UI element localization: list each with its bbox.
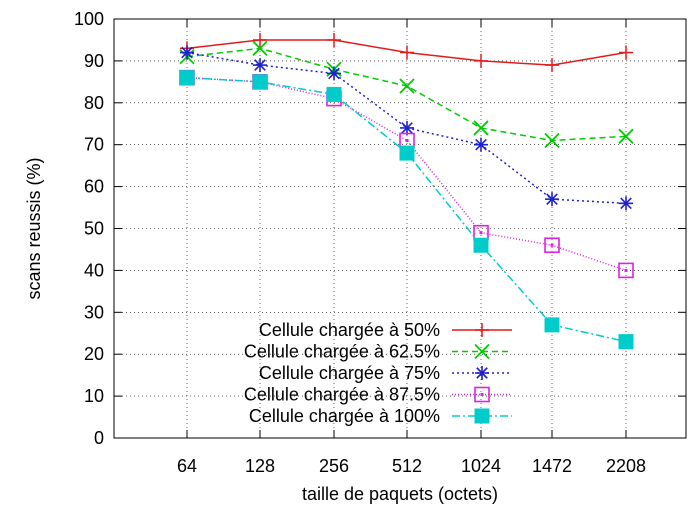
legend-entry: Cellule chargée à 100% bbox=[249, 406, 512, 426]
data-point bbox=[401, 122, 413, 134]
data-point bbox=[254, 59, 266, 71]
legend-label: Cellule chargée à 50% bbox=[259, 320, 440, 340]
x-tick-label: 512 bbox=[392, 456, 422, 476]
data-point bbox=[326, 86, 342, 102]
series-1 bbox=[180, 32, 633, 73]
data-point bbox=[328, 67, 340, 80]
series-4 bbox=[179, 69, 634, 279]
series-2 bbox=[179, 40, 634, 149]
data-point bbox=[252, 74, 268, 90]
y-axis-label: scans reussis (%) bbox=[24, 157, 44, 299]
data-point-center bbox=[550, 243, 554, 247]
series-line bbox=[186, 76, 627, 343]
data-point bbox=[181, 46, 193, 59]
y-tick-label: 80 bbox=[84, 93, 104, 113]
y-tick-label: 10 bbox=[84, 386, 104, 406]
data-point bbox=[474, 343, 490, 360]
grid bbox=[114, 19, 686, 438]
y-tick-label: 70 bbox=[84, 135, 104, 155]
legend-entry: Cellule chargée à 62.5% bbox=[244, 342, 512, 362]
x-tick-label: 64 bbox=[177, 456, 197, 476]
y-tick-label: 0 bbox=[94, 428, 104, 448]
x-tick-label: 2208 bbox=[606, 456, 646, 476]
data-point-center bbox=[480, 393, 484, 396]
y-tick-label: 50 bbox=[84, 219, 104, 239]
series-5 bbox=[179, 70, 634, 350]
axis-ticks: 0 10 20 30 40 50 60 70 80 90 100 64 128 256 512 1024 147… bbox=[74, 9, 686, 476]
legend: Cellule chargée à 50%Cellule chargée à 6… bbox=[244, 320, 512, 426]
data-point bbox=[618, 128, 634, 144]
legend-label: Cellule chargée à 100% bbox=[249, 406, 440, 426]
y-tick-label: 90 bbox=[84, 51, 104, 71]
legend-label: Cellule chargée à 62.5% bbox=[244, 342, 440, 362]
legend-entry: Cellule chargée à 87.5% bbox=[244, 385, 512, 405]
data-point-center bbox=[624, 268, 628, 272]
data-point bbox=[544, 237, 560, 254]
series-3 bbox=[180, 45, 633, 211]
data-point bbox=[620, 197, 632, 210]
x-tick-label: 1024 bbox=[461, 456, 501, 476]
y-tick-label: 60 bbox=[84, 177, 104, 197]
data-point bbox=[475, 138, 487, 151]
data-point bbox=[474, 408, 490, 424]
x-tick-label: 256 bbox=[319, 456, 349, 476]
y-tick-label: 30 bbox=[84, 302, 104, 322]
x-axis-label: taille de paquets (octets) bbox=[302, 484, 498, 504]
data-point bbox=[474, 386, 490, 403]
series-lines bbox=[179, 32, 634, 350]
legend-entry: Cellule chargée à 75% bbox=[259, 363, 512, 383]
data-point bbox=[618, 334, 634, 350]
data-point-center bbox=[479, 231, 483, 235]
data-point-center bbox=[405, 139, 409, 143]
data-point bbox=[544, 132, 560, 149]
data-point bbox=[473, 120, 489, 136]
data-point bbox=[399, 145, 415, 161]
legend-label: Cellule chargée à 87.5% bbox=[244, 385, 440, 405]
series-line bbox=[186, 76, 627, 272]
data-point bbox=[179, 70, 195, 86]
data-point bbox=[473, 237, 489, 253]
data-point bbox=[399, 78, 415, 94]
data-point bbox=[618, 262, 634, 279]
legend-entry: Cellule chargée à 50% bbox=[259, 320, 512, 340]
data-point bbox=[476, 367, 488, 379]
data-point bbox=[546, 193, 558, 205]
legend-label: Cellule chargée à 75% bbox=[259, 363, 440, 383]
y-tick-label: 20 bbox=[84, 344, 104, 364]
x-tick-label: 1472 bbox=[532, 456, 572, 476]
x-tick-label: 128 bbox=[245, 456, 275, 476]
data-point bbox=[252, 40, 268, 56]
y-tick-label: 100 bbox=[74, 9, 104, 29]
data-point bbox=[544, 317, 560, 333]
y-tick-label: 40 bbox=[84, 260, 104, 280]
